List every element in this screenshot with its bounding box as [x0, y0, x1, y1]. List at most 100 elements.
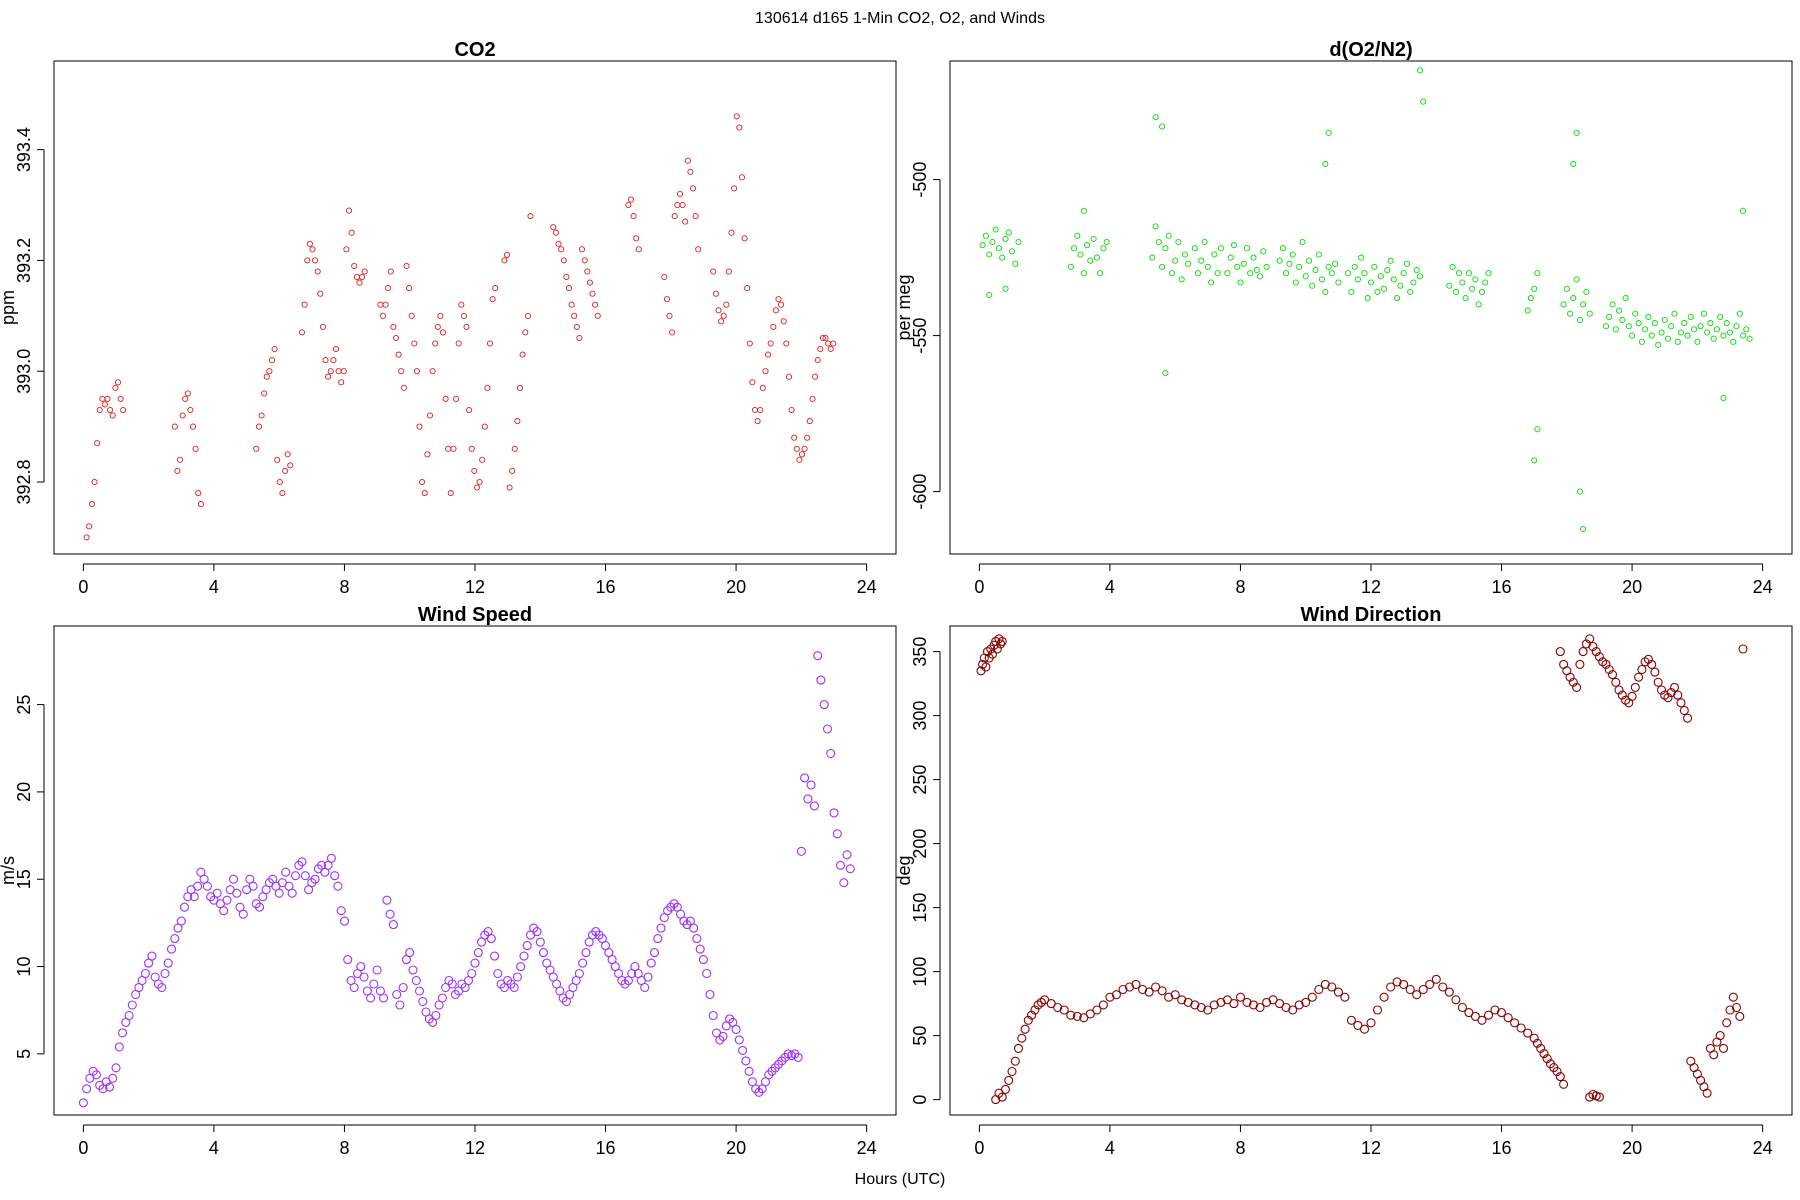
wind-direction-data-point [1715, 1031, 1725, 1041]
wind-direction-data-point [1242, 997, 1252, 1007]
o2n2-data-point [1664, 335, 1672, 342]
o2n2-data-point [1335, 279, 1342, 286]
wind-speed-data-point [741, 1056, 751, 1066]
co2-data-point [343, 246, 350, 253]
wind-direction-data-point [1431, 974, 1441, 984]
wind-speed-data-point [330, 871, 340, 881]
wind-direction-data-point [1013, 1043, 1024, 1053]
wind-speed-data-point [408, 965, 418, 975]
co2-y-tick-label: 393.0 [14, 349, 34, 394]
wind-direction-data-point [1023, 1015, 1033, 1025]
co2-data-point [171, 423, 178, 430]
o2n2-data-point [1103, 238, 1110, 246]
wind-direction-data-point [1552, 1066, 1562, 1077]
wind-speed-data-point [255, 902, 265, 912]
wind-speed-data-point [287, 888, 297, 898]
wind-direction-data-point [1105, 992, 1115, 1002]
o2n2-data-point [1560, 301, 1567, 308]
wind-direction-data-point [1020, 1024, 1030, 1034]
co2-x-tick-label: 20 [726, 577, 746, 597]
wind-speed-plot-frame [53, 625, 897, 1116]
o2n2-data-point [1394, 295, 1401, 302]
wind-speed-data-point [698, 955, 708, 965]
o2n2-data-point [1645, 313, 1652, 320]
o2n2-data-point [1012, 260, 1019, 267]
wind-direction-x-tick-label: 8 [1235, 1138, 1245, 1158]
co2-data-point [86, 523, 93, 530]
wind-speed-data-point [356, 962, 366, 972]
o2n2-data-point [1276, 257, 1283, 264]
o2n2-data-point [1005, 229, 1012, 236]
co2-data-point [720, 312, 727, 319]
co2-data-point [306, 240, 313, 247]
co2-data-point [325, 373, 332, 380]
wind-speed-data-point [793, 1052, 803, 1062]
wind-direction-data-point [1559, 1079, 1569, 1089]
wind-direction-data-point [1425, 979, 1435, 989]
co2-data-point [783, 340, 790, 347]
wind-direction-data-point [981, 662, 991, 672]
co2-data-point [751, 406, 759, 414]
wind-direction-data-point [1379, 992, 1389, 1002]
o2n2-data-point [1299, 238, 1306, 246]
wind-direction-y-axis-label: deg [894, 855, 914, 885]
o2n2-data-point [1713, 326, 1720, 333]
o2n2-data-point [1077, 251, 1084, 258]
o2n2-data-point [1570, 160, 1577, 168]
o2n2-data-point [1165, 232, 1172, 239]
o2n2-data-point [1580, 525, 1587, 533]
o2n2-data-point [1615, 307, 1623, 314]
o2n2-data-point [1008, 248, 1016, 255]
o2n2-data-point [1674, 338, 1681, 345]
o2n2-data-point [1384, 267, 1391, 274]
wind-direction-data-point [1209, 1000, 1219, 1010]
wind-direction-data-point [1601, 659, 1611, 669]
wind-direction-title: Wind Direction [1301, 604, 1442, 626]
co2-data-point [563, 273, 570, 281]
o2n2-data-point [1397, 282, 1404, 289]
wind-speed-data-point [228, 874, 239, 884]
co2-data-point [519, 351, 526, 358]
wind-speed-data-point [212, 888, 222, 898]
wind-speed-x-tick-label: 16 [596, 1138, 616, 1158]
co2-data-point [489, 296, 496, 303]
co2-data-point [447, 490, 454, 497]
wind-direction-data-point [1164, 992, 1174, 1002]
o2n2-data-point [1093, 254, 1100, 261]
wind-direction-data-point [1405, 984, 1415, 995]
wind-direction-y-tick-label: 50 [910, 1026, 930, 1046]
o2n2-data-point [1286, 260, 1293, 267]
co2-data-point [455, 340, 462, 347]
co2-data-point [780, 318, 787, 325]
o2n2-data-point [1534, 270, 1541, 277]
wind-speed-data-point [519, 951, 529, 961]
wind-speed-data-point [114, 1042, 124, 1052]
wind-speed-data-point [470, 958, 480, 968]
o2n2-data-point [999, 254, 1006, 261]
o2n2-data-point [1482, 279, 1489, 286]
o2n2-data-point [1211, 251, 1218, 258]
co2-data-point [767, 340, 774, 347]
wind-direction-data-point [1000, 1084, 1011, 1094]
co2-data-point [184, 390, 191, 397]
wind-speed-data-point [189, 892, 199, 902]
o2n2-data-point [1400, 270, 1407, 277]
co2-data-point [689, 185, 697, 192]
co2-data-point [468, 445, 475, 452]
o2n2-data-point [1684, 332, 1691, 339]
wind-direction-data-point [1196, 1002, 1206, 1013]
o2n2-data-point [1358, 254, 1365, 261]
wind-speed-data-point [366, 993, 376, 1003]
co2-data-point [466, 406, 473, 414]
o2n2-data-point [1687, 313, 1694, 320]
wind-direction-data-point [1281, 1002, 1291, 1013]
co2-data-point [192, 445, 199, 452]
wind-direction-data-point [1010, 1056, 1020, 1066]
wind-direction-plot-frame [949, 625, 1793, 1116]
o2n2-data-point [1459, 279, 1466, 286]
co2-data-point [801, 445, 808, 452]
co2-data-point [266, 368, 273, 375]
o2n2-data-point [1420, 98, 1427, 105]
co2-data-point [340, 368, 347, 375]
co2-data-point [741, 235, 748, 242]
